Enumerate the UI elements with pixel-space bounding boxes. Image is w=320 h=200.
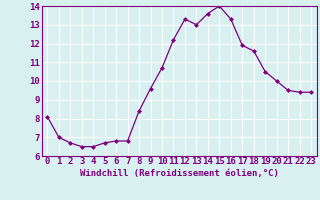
X-axis label: Windchill (Refroidissement éolien,°C): Windchill (Refroidissement éolien,°C)	[80, 169, 279, 178]
